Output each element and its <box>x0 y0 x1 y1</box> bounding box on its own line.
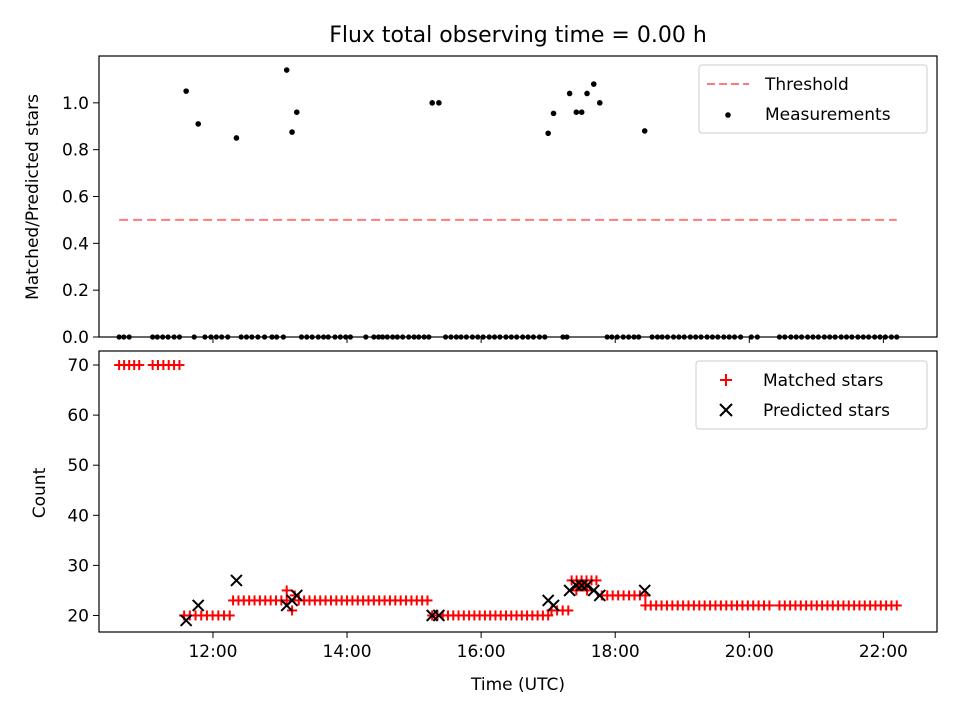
y-tick-label: 1.0 <box>62 94 89 114</box>
measurement-point <box>195 121 202 127</box>
x-tick-label: 14:00 <box>323 642 372 662</box>
measurement-point <box>596 100 603 106</box>
bottom-axes-frame <box>98 350 938 633</box>
measurement-point <box>429 100 435 106</box>
predicted-star-point <box>179 614 193 627</box>
measurement-point <box>584 90 590 97</box>
x-tick-label: 22:00 <box>859 642 908 662</box>
matched-star-point <box>764 600 775 611</box>
matched-star-point <box>591 575 602 586</box>
x-tick-label: 12:00 <box>188 642 237 662</box>
measurement-point <box>590 81 597 87</box>
predicted-star-point <box>192 599 205 612</box>
measurement-point <box>566 90 573 97</box>
measurement-point <box>183 88 189 94</box>
matched-star-point <box>563 605 574 616</box>
matched-star-point <box>891 600 902 611</box>
x-tick-label: 16:00 <box>457 642 506 662</box>
measurement-point <box>233 135 240 141</box>
predicted-star-point <box>290 589 303 602</box>
predicted-star-point <box>432 609 446 622</box>
chart-title: Flux total observing time = 0.00 h <box>329 23 707 48</box>
measurement-point <box>293 109 300 115</box>
measurement-point <box>550 110 557 117</box>
measurement-point <box>545 130 551 137</box>
matched-stars-legend-swatch <box>720 374 732 386</box>
bottom-y-axis-label: Count <box>30 467 50 518</box>
predicted-star-point <box>580 579 594 592</box>
y-tick-label: 0.2 <box>62 281 89 301</box>
measurement-point <box>436 100 442 106</box>
matched-star-point <box>224 610 235 621</box>
top-legend: Threshold Measurements <box>698 64 928 134</box>
matched-star-point <box>281 595 292 606</box>
predicted-star-point <box>638 584 651 597</box>
measurements-legend-label: Measurements <box>765 105 891 125</box>
measurement-point <box>289 129 295 135</box>
measurement-point <box>283 67 290 73</box>
measurement-point <box>573 109 580 115</box>
bottom-x-ticks: 12:00 14:00 16:00 18:00 20:00 22:00 <box>188 632 908 662</box>
predicted-stars-legend-swatch <box>719 403 733 417</box>
y-tick-label: 0.4 <box>62 234 89 254</box>
matched-star-point <box>543 610 554 621</box>
predicted-star-point <box>570 579 583 592</box>
measurement-point <box>578 109 585 115</box>
y-tick-label: 0.8 <box>62 141 89 161</box>
predicted-star-point <box>547 599 560 612</box>
y-tick-label: 30 <box>67 556 89 576</box>
bottom-y-ticks: 20 30 40 50 60 70 <box>67 356 99 626</box>
y-tick-label: 50 <box>67 456 89 476</box>
matched-star-point <box>134 360 145 371</box>
threshold-legend-label: Threshold <box>764 75 849 95</box>
matched-stars-legend-label: Matched stars <box>763 371 883 391</box>
y-tick-label: 0.6 <box>62 188 89 208</box>
y-tick-label: 0.0 <box>62 328 89 348</box>
top-x-ticks <box>212 337 884 343</box>
top-legend-box <box>698 64 928 134</box>
x-axis-label: Time (UTC) <box>470 675 565 695</box>
bottom-plot-area <box>114 360 902 627</box>
y-tick-label: 70 <box>67 356 89 376</box>
predicted-stars-legend-label: Predicted stars <box>763 401 890 421</box>
measurements-legend-swatch <box>725 112 731 118</box>
top-y-ticks: 0.0 0.2 0.4 0.6 0.8 1.0 <box>62 94 99 348</box>
predicted-star-point <box>563 584 576 597</box>
matched-star-point <box>422 595 433 606</box>
predicted-star-point <box>230 574 243 587</box>
top-y-axis-label: Matched/Predicted stars <box>23 94 43 300</box>
measurement-point <box>641 128 648 134</box>
x-tick-label: 18:00 <box>591 642 640 662</box>
x-tick-label: 20:00 <box>725 642 774 662</box>
top-panel: 0.0 0.2 0.4 0.6 0.8 1.0 Matched/Predicted sta… <box>23 55 938 348</box>
y-tick-label: 40 <box>67 506 89 526</box>
bottom-legend: Matched stars Predicted stars <box>695 360 928 430</box>
predicted-star-point <box>575 579 588 592</box>
bottom-legend-box <box>695 360 928 430</box>
bottom-panel: 20 30 40 50 60 70 12:00 14:00 16:00 18:00 20:00 22… <box>30 350 938 695</box>
matched-star-point <box>174 360 185 371</box>
y-tick-label: 20 <box>67 606 89 626</box>
matched-star-point <box>281 585 292 596</box>
y-tick-label: 60 <box>67 406 89 426</box>
predicted-star-point <box>593 589 606 602</box>
